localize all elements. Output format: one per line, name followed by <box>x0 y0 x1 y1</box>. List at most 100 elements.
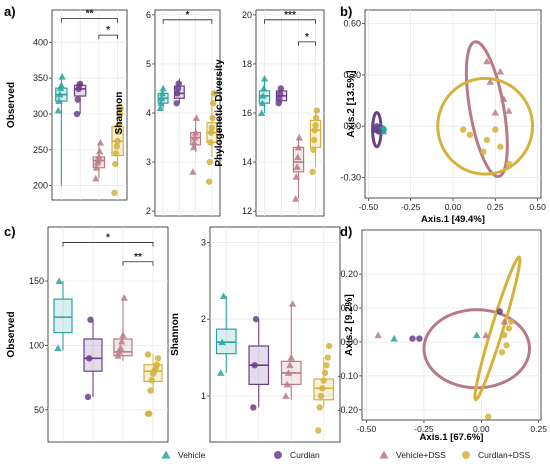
data-point <box>473 331 481 339</box>
data-point <box>74 96 81 103</box>
data-point <box>505 107 513 114</box>
data-point <box>312 122 319 129</box>
data-point <box>57 81 66 89</box>
data-point <box>310 146 317 153</box>
significance-label: * <box>106 232 110 243</box>
data-point <box>159 84 167 92</box>
plot-frame <box>47 226 169 443</box>
significance-bracket <box>264 19 316 24</box>
data-point <box>207 129 215 136</box>
data-point <box>158 94 166 102</box>
legend-marker-vehicle <box>161 450 171 459</box>
significance-bracket <box>122 261 154 266</box>
panel-label-b: b) <box>340 4 352 19</box>
data-point <box>117 105 124 112</box>
data-point <box>207 139 214 146</box>
data-point <box>217 369 225 376</box>
data-point <box>496 308 503 315</box>
box-iqr <box>83 338 103 372</box>
data-point <box>54 106 62 114</box>
y-tick-label: 250 <box>33 145 48 155</box>
data-point <box>119 331 127 339</box>
data-point <box>483 136 491 144</box>
data-point <box>375 128 382 135</box>
significance-bracket <box>162 19 213 24</box>
data-point <box>491 108 499 116</box>
y-tick-label: 350 <box>33 73 48 83</box>
panel-label-a: a) <box>4 4 16 19</box>
data-point <box>324 354 332 361</box>
data-point <box>319 385 326 392</box>
panel-label-c: c) <box>4 224 16 239</box>
x-axis-label: Axis.1 [67.6%] <box>420 432 484 443</box>
data-point <box>276 90 284 97</box>
y-tick-label: 0.00 <box>340 337 358 347</box>
data-point <box>144 351 152 358</box>
y-tick-label: 0.00 <box>343 121 361 131</box>
confidence-ellipse <box>464 40 509 179</box>
data-point <box>158 89 167 97</box>
data-point <box>206 158 214 166</box>
y-tick-label: 16 <box>242 108 252 118</box>
x-tick-label: 0.00 <box>445 202 462 212</box>
y-tick-label: 200 <box>33 181 48 191</box>
data-point <box>210 90 218 97</box>
data-point <box>466 131 474 138</box>
data-point <box>87 316 94 323</box>
panel-label-d: d) <box>340 224 352 239</box>
y-tick-label: 20 <box>242 10 252 20</box>
data-point <box>92 174 100 182</box>
data-point <box>116 121 123 128</box>
y-tick-label: -0.20 <box>337 405 358 415</box>
y-tick-label: 100 <box>29 340 44 350</box>
data-point <box>115 348 123 355</box>
data-point <box>54 344 62 351</box>
data-point <box>294 143 303 151</box>
panel-2: 2 3 4 5 6 Shannon * <box>114 9 221 217</box>
y-tick-label: 0.60 <box>343 19 361 29</box>
data-point <box>291 195 300 202</box>
y-tick-label: 0.20 <box>340 269 358 279</box>
y-tick-label: 5 <box>146 59 151 69</box>
data-point <box>313 107 321 114</box>
panel-6: 1 2 3 Shannon <box>170 226 341 443</box>
y-tick-label: 2 <box>146 206 151 216</box>
data-point <box>258 99 267 107</box>
data-point <box>277 85 284 92</box>
data-point <box>317 392 325 400</box>
y-axis-label: Shannon <box>170 313 181 356</box>
data-point <box>323 362 330 369</box>
data-point <box>486 78 494 85</box>
data-point <box>120 294 128 301</box>
data-point <box>283 380 291 388</box>
y-tick-label: 18 <box>242 59 252 69</box>
x-tick-label: 0.00 <box>473 424 490 434</box>
data-point <box>259 92 267 99</box>
data-point <box>92 164 101 171</box>
data-point <box>480 148 487 156</box>
y-axis-label: Axis.2 [9.2%] <box>344 294 355 356</box>
data-point <box>113 143 121 150</box>
data-point <box>95 153 103 160</box>
y-tick-label: 3 <box>201 237 206 247</box>
x-tick-label: -0.25 <box>401 202 421 212</box>
data-point <box>409 335 416 342</box>
data-point <box>459 126 467 133</box>
significance-bracket <box>298 41 316 46</box>
y-axis-label: Shannon <box>114 92 125 135</box>
data-point <box>507 318 515 325</box>
data-point <box>500 95 508 102</box>
data-point <box>205 178 213 185</box>
data-point <box>146 410 153 417</box>
y-tick-label: 150 <box>29 276 44 286</box>
data-point <box>379 127 388 135</box>
data-point <box>84 393 92 401</box>
data-point <box>496 67 505 75</box>
data-point <box>148 377 155 384</box>
y-tick-label: 3 <box>146 157 151 167</box>
data-point <box>56 90 64 98</box>
legend-marker-vehicle-dss <box>379 450 389 459</box>
box-iqr <box>53 298 73 334</box>
